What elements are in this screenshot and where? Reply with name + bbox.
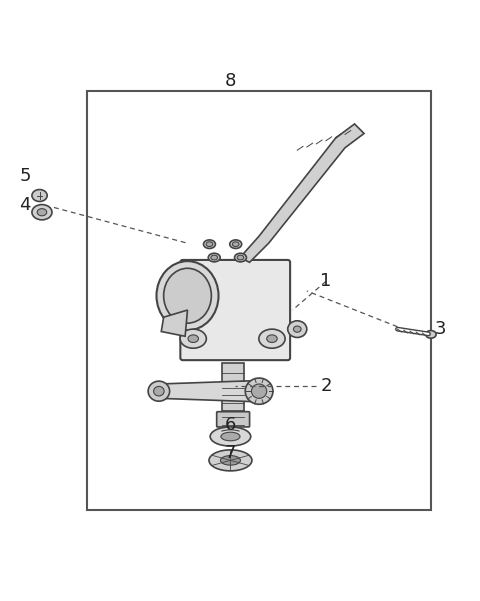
Text: 8: 8 — [225, 72, 236, 90]
Ellipse shape — [232, 242, 239, 246]
Text: 2: 2 — [320, 377, 332, 395]
Ellipse shape — [288, 321, 307, 338]
Ellipse shape — [32, 189, 47, 201]
Ellipse shape — [252, 384, 267, 398]
Ellipse shape — [235, 253, 246, 262]
Ellipse shape — [293, 326, 301, 332]
Text: 1: 1 — [320, 272, 332, 290]
Ellipse shape — [267, 335, 277, 343]
Ellipse shape — [237, 255, 244, 260]
Ellipse shape — [154, 386, 164, 396]
Ellipse shape — [180, 329, 206, 348]
Ellipse shape — [37, 209, 47, 216]
FancyBboxPatch shape — [216, 412, 250, 427]
Ellipse shape — [426, 331, 436, 338]
Ellipse shape — [245, 378, 273, 404]
Ellipse shape — [32, 204, 52, 220]
Polygon shape — [240, 124, 364, 262]
Bar — [87, 91, 431, 510]
Ellipse shape — [188, 335, 199, 343]
Ellipse shape — [209, 450, 252, 471]
Ellipse shape — [211, 255, 217, 260]
Text: 5: 5 — [20, 168, 31, 186]
Ellipse shape — [230, 240, 241, 248]
Ellipse shape — [259, 329, 285, 348]
Text: 3: 3 — [435, 320, 446, 338]
Ellipse shape — [204, 240, 216, 248]
Ellipse shape — [220, 456, 240, 465]
Ellipse shape — [148, 381, 169, 401]
Polygon shape — [159, 380, 254, 401]
Ellipse shape — [208, 253, 220, 262]
Ellipse shape — [164, 268, 211, 323]
Text: 6: 6 — [225, 415, 236, 433]
Bar — [222, 362, 244, 424]
Ellipse shape — [221, 432, 240, 441]
FancyBboxPatch shape — [180, 260, 290, 360]
Text: 4: 4 — [20, 196, 31, 214]
Ellipse shape — [210, 427, 251, 446]
Ellipse shape — [156, 261, 218, 331]
Ellipse shape — [206, 242, 213, 246]
Polygon shape — [161, 310, 188, 337]
Text: 7: 7 — [225, 444, 236, 462]
